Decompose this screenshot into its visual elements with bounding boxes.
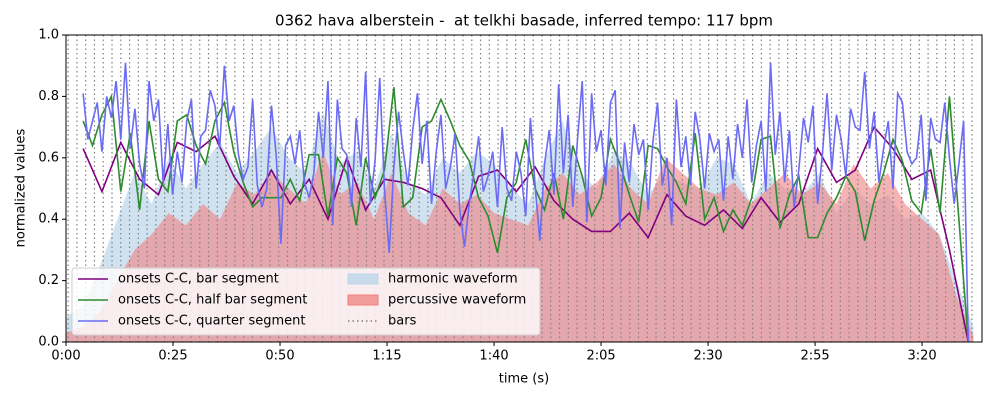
x-tick-label: 2:05 bbox=[586, 349, 615, 364]
axes-frame bbox=[65, 34, 983, 343]
y-tick-label: 0.4 bbox=[38, 212, 59, 227]
x-tick-label: 2:55 bbox=[800, 349, 829, 364]
y-tick-label: 0.2 bbox=[38, 273, 59, 288]
legend-label: onsets C-C, quarter segment bbox=[118, 314, 305, 329]
legend-box bbox=[71, 267, 541, 336]
y-axis-label: normalized values bbox=[14, 128, 29, 247]
x-tick-label: 0:50 bbox=[265, 349, 294, 364]
x-tick-label: 1:40 bbox=[479, 349, 508, 364]
x-tick-label: 2:30 bbox=[693, 349, 722, 364]
x-tick-label: 0:25 bbox=[158, 349, 187, 364]
x-axis-label: time (s) bbox=[499, 372, 549, 387]
series-line bbox=[82, 125, 970, 342]
legend-label: onsets C-C, half bar segment bbox=[118, 293, 307, 308]
legend-label: bars bbox=[388, 314, 417, 329]
legend-label: harmonic waveform bbox=[388, 272, 518, 287]
y-tick-label: 0.6 bbox=[38, 150, 59, 165]
legend: onsets C-C, bar segment onsets C-C, half … bbox=[71, 267, 541, 336]
legend-label: onsets C-C, bar segment bbox=[118, 272, 279, 287]
y-tick-label: 1.0 bbox=[38, 28, 59, 43]
legend-label: percussive waveform bbox=[388, 293, 526, 308]
x-tick-label: 0:00 bbox=[51, 349, 80, 364]
chart-title: 0362 hava alberstein - at telkhi basade,… bbox=[275, 12, 773, 30]
x-tick-label: 3:20 bbox=[907, 349, 936, 364]
series-line bbox=[82, 87, 970, 342]
y-tick-label: 0.0 bbox=[38, 335, 59, 350]
legend-swatch bbox=[347, 273, 379, 285]
x-tick-label: 1:15 bbox=[372, 349, 401, 364]
series-line bbox=[82, 62, 970, 342]
legend-swatch bbox=[347, 294, 379, 306]
y-tick-label: 0.8 bbox=[38, 89, 59, 104]
